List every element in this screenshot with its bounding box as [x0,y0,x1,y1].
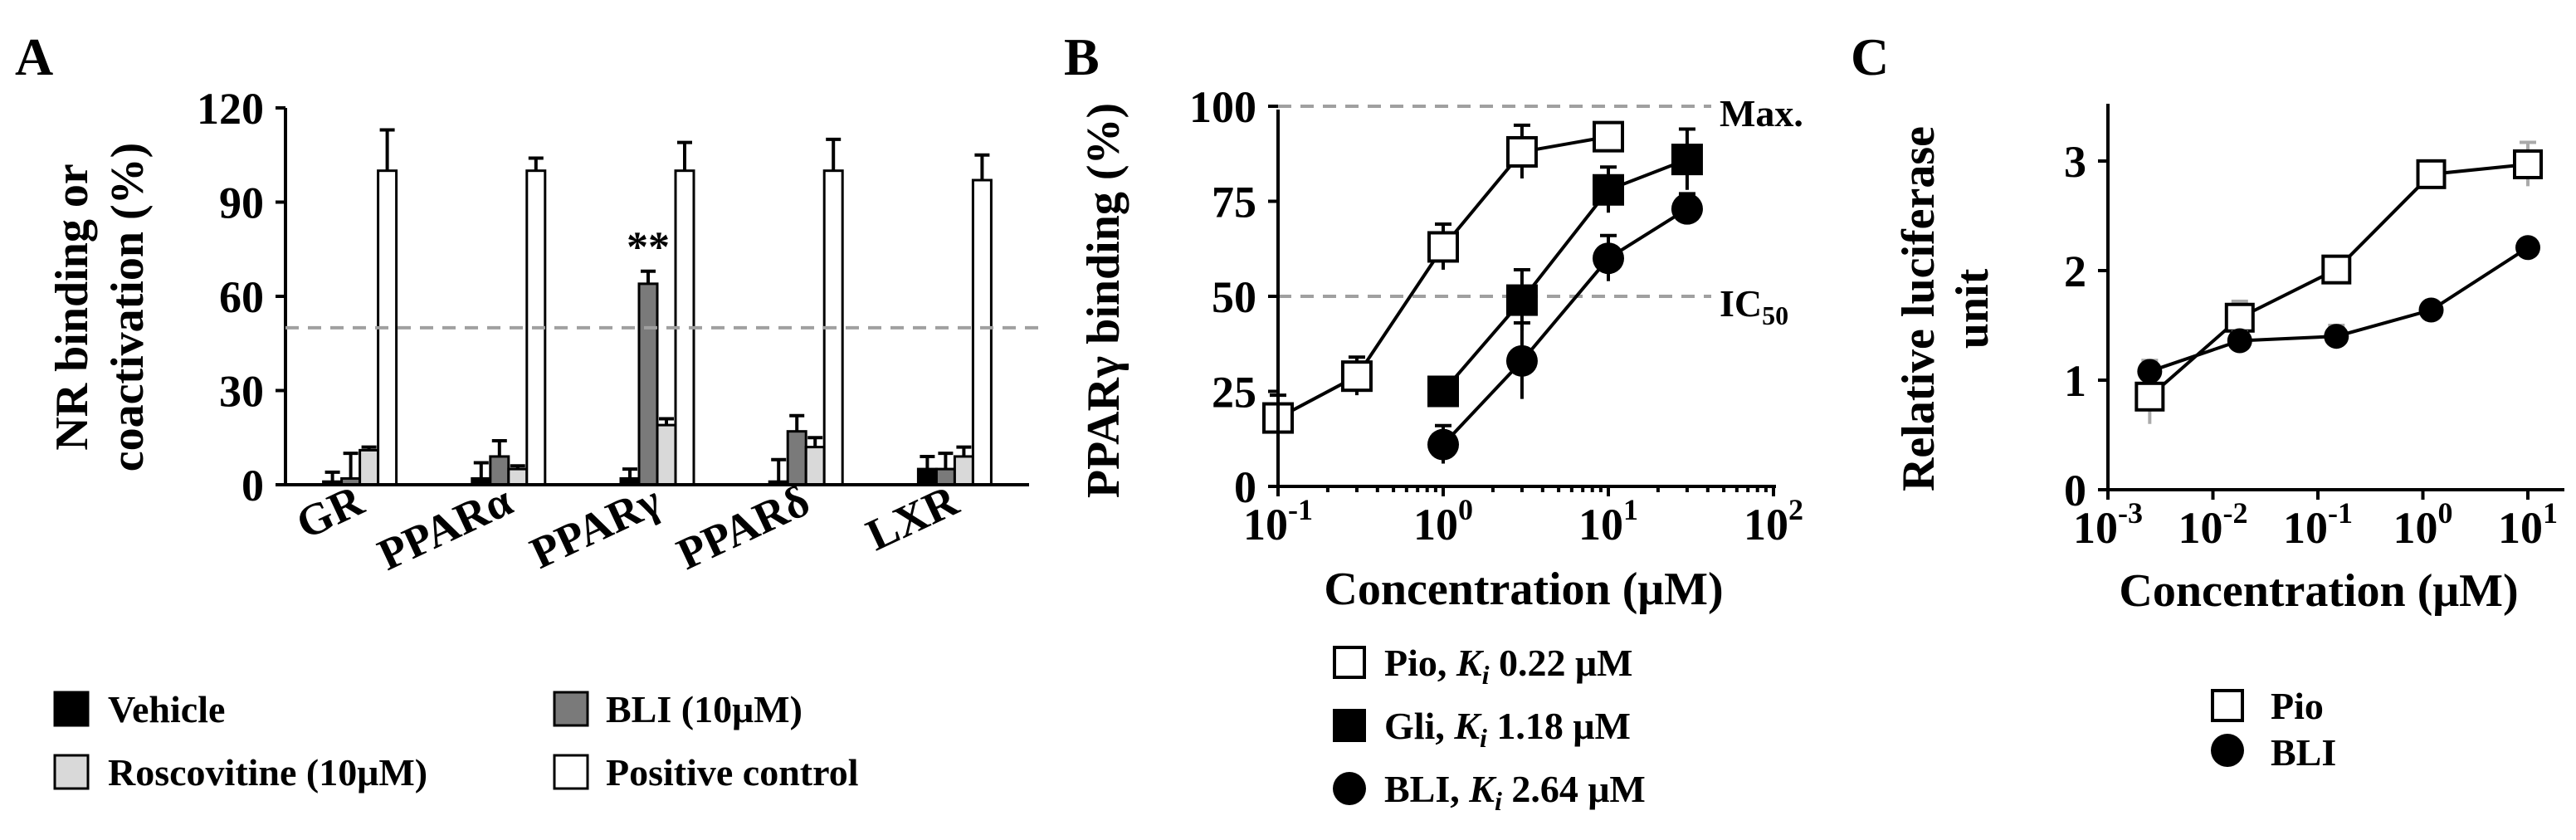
panel-a-yticklabel-30: 30 [219,367,264,417]
panel-label-b: B [1064,27,1100,86]
legend-label-pio-c: Pio [2271,685,2324,727]
panel-a-bar-roscovitine-10-m-ppar [507,467,529,486]
panel-c-point-bli-1 [2227,328,2252,354]
panel-b-xticklabel-1: 100 [1413,493,1473,549]
panel-c-yticklabel-0: 0 [2064,466,2086,515]
panel-c-point-bli-2 [2324,324,2349,349]
panel-c-xticklabel-1: 10-2 [2178,496,2248,553]
panel-b-reference-label-1: IC50 [1720,282,1788,330]
panel-b-legend: Pio, Ki 0.22 μM Gli, Ki 1.18 μM BLI, Ki … [1333,642,1646,816]
panel-c-xlabel: Concentration (μM) [2119,565,2518,617]
panel-b-line-bli [1442,207,1689,446]
panel-a: A NR binding or coactivation (%) 0 30 60 90… [15,27,1042,794]
panel-b-point-pio-4 [1593,120,1624,153]
panel-c-yticklabel-3: 3 [2064,137,2086,187]
panel-a-xticklabel-ppar: PPARγ [523,475,668,578]
panel-b-point-bli-3 [1671,193,1703,225]
panel-c-ylabel-line2: unit [1947,268,1998,349]
legend-swatch-vehicle [53,691,90,727]
legend-label-roscovitine: Roscovitine (10μM) [108,751,427,794]
panel-c-point-bli-0 [2137,359,2163,384]
panel-a-yticklabel-90: 90 [219,178,264,228]
legend-marker-gli-b [1333,709,1366,742]
panel-a-significance-annotation: ** [627,224,670,271]
panel-c-point-pio-2 [2321,254,2352,285]
legend-label-pio-b: Pio, Ki 0.22 μM [1384,642,1632,690]
legend-label-vehicle: Vehicle [108,688,225,730]
panel-b-xlabel: Concentration (μM) [1324,564,1723,615]
panel-b-yticklabel-0: 0 [1234,462,1256,512]
legend-label-gli-b: Gli, Ki 1.18 μM [1384,705,1631,753]
panel-b-xticklabel-3: 102 [1744,493,1803,549]
panel-b-yticklabel-50: 50 [1212,272,1256,322]
panel-a-legend: Vehicle BLI (10μM) Roscovitine (10μM) Po… [53,688,858,794]
legend-swatch-positive-control [553,754,589,790]
panel-b-point-gli-0 [1427,375,1459,408]
legend-label-bli: BLI (10μM) [606,688,803,730]
panel-c-xticklabel-3: 100 [2393,496,2453,553]
panel-c-xticklabel-2: 10-1 [2283,496,2353,553]
panel-c-legend: Pio BLI [2211,685,2336,774]
panel-c: C Relative luciferase unit 0 1 2 3 10-3 10-2… [1851,27,2564,774]
panel-c-xticklabel-0: 10-3 [2073,496,2143,553]
panel-b-xticklabel-0: 10-1 [1243,493,1313,549]
legend-swatch-bli [553,691,589,727]
panel-b-point-pio-2 [1427,231,1459,263]
panel-b-ylabel: PPARγ binding (%) [1078,103,1129,498]
panel-a-bar-bli-10-m-ppar [786,430,807,486]
panel-c-point-bli-4 [2515,235,2540,261]
panel-b-point-bli-0 [1427,428,1459,461]
panel-a-bar-positive-control-lxr [971,178,993,486]
panel-a-bar-roscovitine-10-m-ppar [804,446,826,486]
panel-c-point-pio-3 [2416,159,2447,189]
panel-c-point-pio-1 [2224,302,2255,333]
panel-c-point-bli-3 [2418,297,2444,323]
panel-b-xticklabel-2: 101 [1578,493,1638,549]
panel-a-bar-roscovitine-10-m-lxr [953,455,974,486]
panel-a-yticklabel-0: 0 [242,461,264,510]
legend-label-bli-c: BLI [2271,731,2336,774]
panel-b-point-gli-2 [1593,173,1624,206]
panel-b-yticklabel-25: 25 [1212,368,1256,418]
panel-b-yticklabel-75: 75 [1212,178,1256,227]
panel-a-xticklabel-lxr: LXR [859,475,967,560]
panel-b-point-gli-3 [1671,144,1703,176]
panel-c-yticklabel-1: 1 [2064,356,2086,406]
legend-marker-bli-c [2211,734,2244,767]
panel-b-line-gli [1442,158,1688,393]
legend-marker-pio-b [1333,646,1366,679]
panel-a-bar-roscovitine-10-m-ppar [656,423,677,486]
panel-c-yticklabel-2: 2 [2064,247,2086,296]
panel-a-xticklabel-ppar: PPARα [370,475,520,579]
legend-label-positive-control: Positive control [606,751,858,794]
panel-a-yticklabel-60: 60 [219,272,264,322]
panel-b-reference-label-0: Max. [1720,92,1803,134]
panel-b-point-gli-1 [1505,284,1538,316]
panel-a-ylabel-line2: coactivation (%) [102,143,154,472]
panel-a-ylabel-line1: NR binding or [46,164,98,450]
panel-b-point-pio-1 [1340,360,1373,393]
legend-marker-pio-c [2211,689,2244,722]
panel-c-point-pio-4 [2513,149,2543,179]
panel-c-xticklabel-4: 101 [2498,496,2558,553]
panel-b-yticklabel-100: 100 [1189,82,1256,132]
legend-label-bli-b: BLI, Ki 2.64 μM [1384,768,1646,816]
panel-b-point-bli-1 [1505,344,1538,377]
legend-marker-bli-b [1333,772,1366,805]
panel-a-yticklabel-120: 120 [197,84,264,134]
panel-label-c: C [1851,27,1889,86]
panel-b-point-pio-3 [1505,135,1538,168]
panel-a-bar-roscovitine-10-m-gr [359,448,380,486]
panel-c-ylabel-line1: Relative luciferase [1893,126,1944,491]
panel-a-bar-bli-10-m-ppar [637,282,659,486]
legend-swatch-roscovitine [53,754,90,790]
panel-a-xticklabel-ppar: PPARδ [670,475,817,579]
panel-label-a: A [15,27,53,86]
panel-b-point-bli-2 [1593,242,1624,275]
panel-c-point-pio-0 [2134,381,2165,412]
